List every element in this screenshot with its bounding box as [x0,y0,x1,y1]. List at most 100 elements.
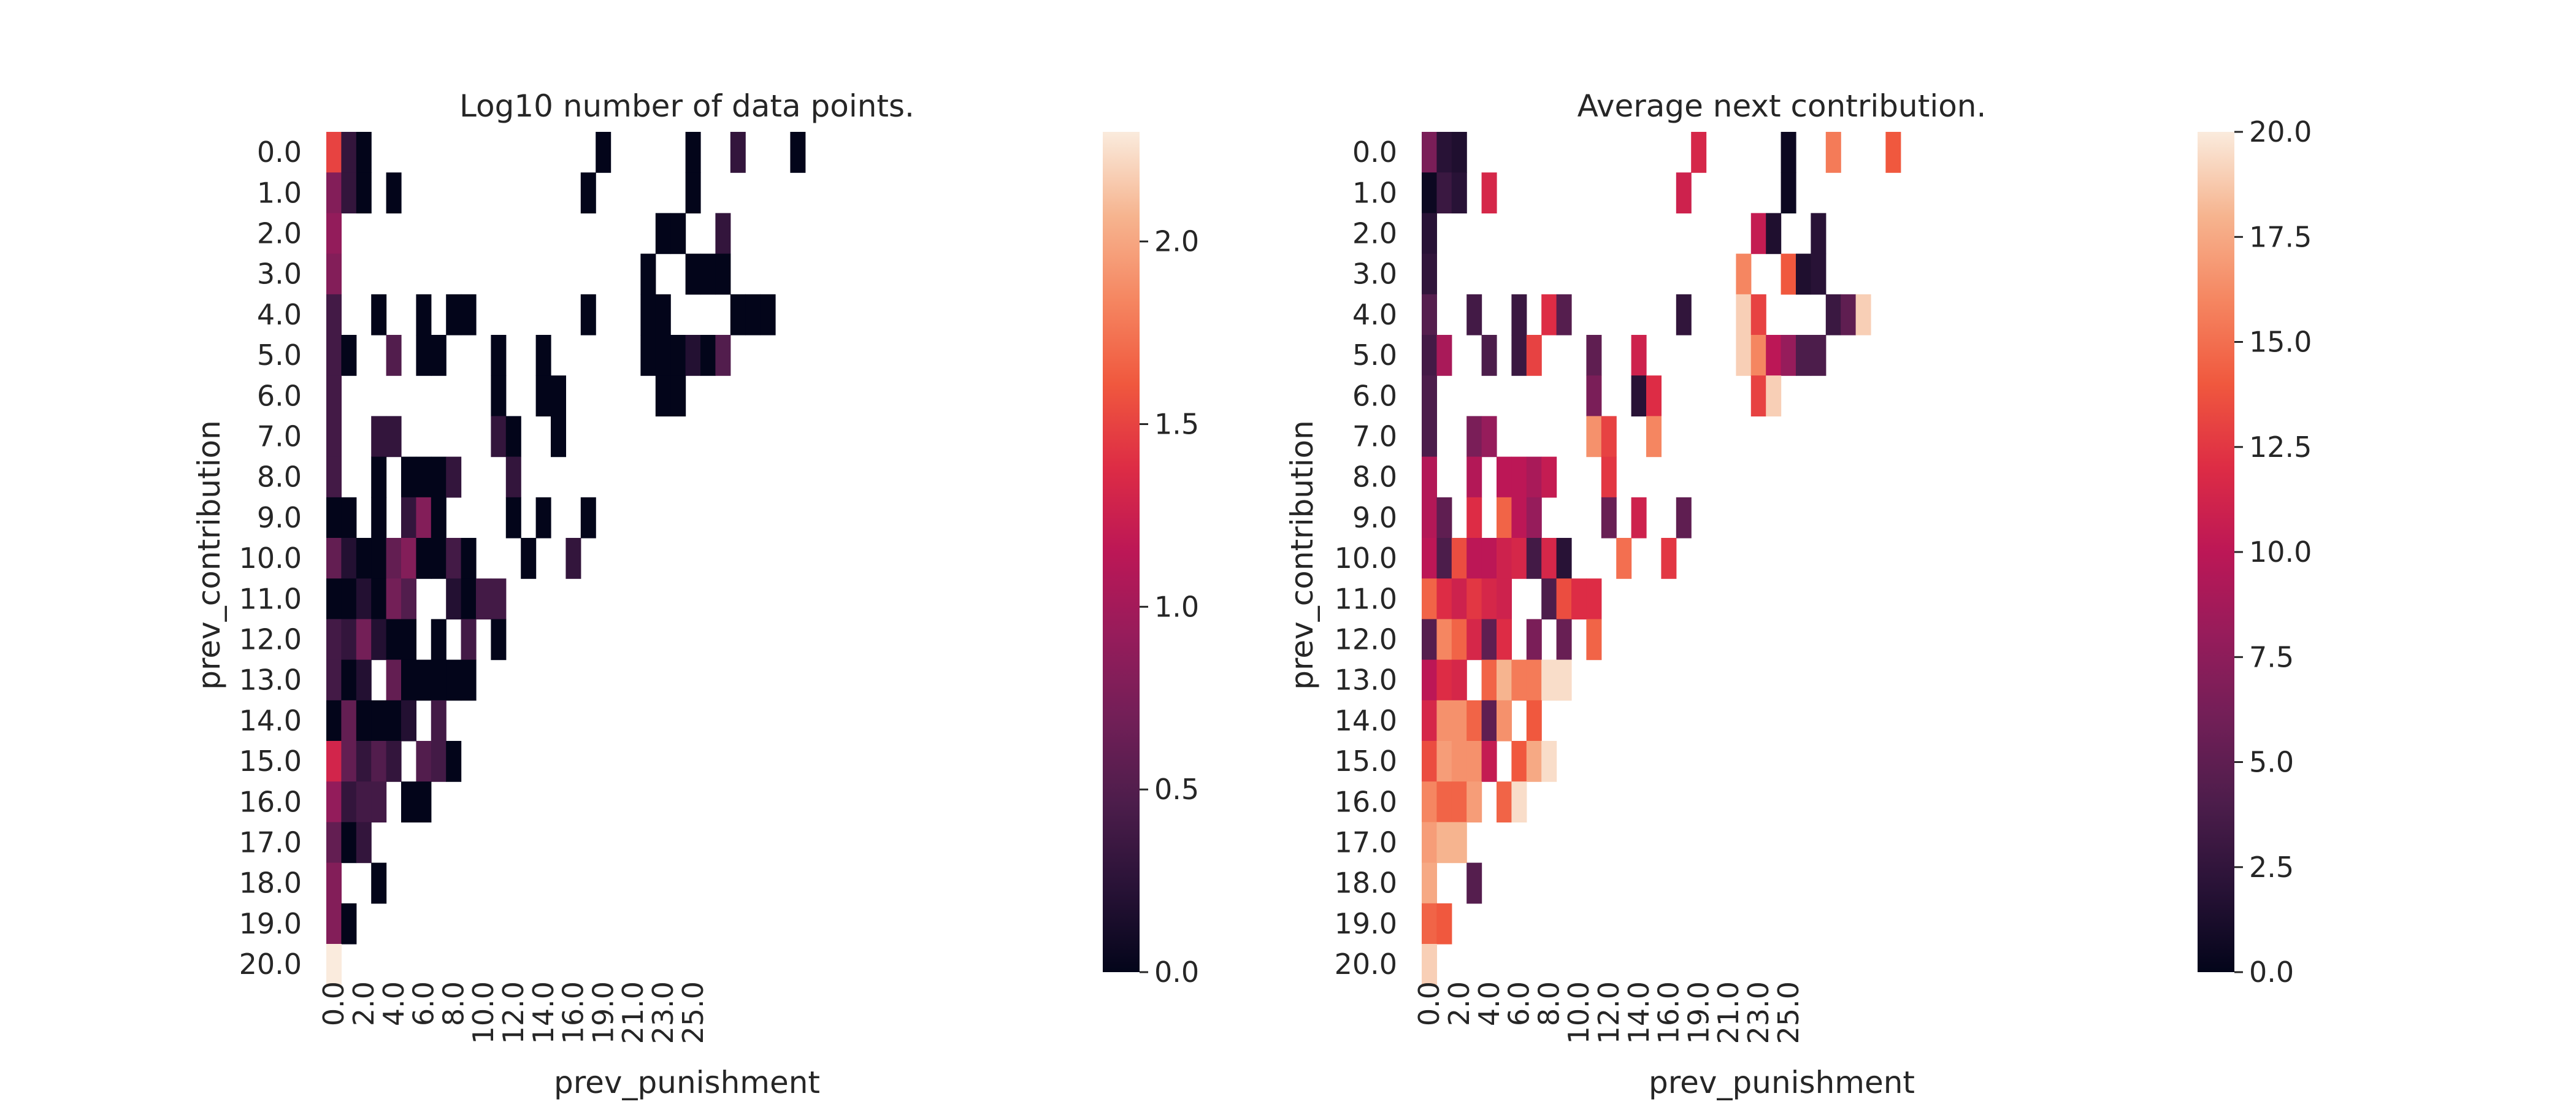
heatmap-cell [491,375,507,416]
heatmap-cell [386,700,402,742]
heatmap-cell [446,741,462,782]
heatmap-cell [565,538,581,579]
heatmap-cell [521,538,537,579]
heatmap-cell [580,172,596,213]
x-tick-label: 8.0 [437,981,470,1026]
heatmap-cell [416,497,432,539]
x-tick-label: 25.0 [1772,981,1805,1044]
heatmap-cell [1541,294,1557,335]
heatmap-cell [1481,619,1497,661]
x-tick-labels: 0.02.04.06.08.010.012.014.016.019.021.02… [317,981,710,1044]
heatmap-cell [1601,456,1617,498]
y-tick-label: 17.0 [239,826,302,859]
heatmap-cell [1541,659,1557,701]
heatmap-cell [1466,294,1482,335]
heatmap-cell [580,497,596,539]
y-axis-label: prev_contribution [1284,420,1320,690]
heatmap-cell [685,253,701,295]
heatmap-cell [1422,497,1437,539]
heatmap-cell [461,619,477,661]
heatmap-cell [1781,172,1796,213]
colorbar-gradient [2198,132,2234,972]
heatmap-cell [640,335,656,376]
x-tick-label: 0.0 [317,981,350,1026]
heatmap-cell [1451,741,1467,782]
heatmap-cell [715,213,731,255]
heatmap-cell [1811,335,1827,376]
y-tick-label: 6.0 [257,379,302,412]
heatmap-cell [1422,781,1437,822]
heatmap-cell [416,294,432,335]
colorbar-tick-label: 0.0 [2249,956,2294,989]
heatmap-cell [356,822,372,864]
heatmap-cell [1481,335,1497,376]
heatmap-cell [326,781,342,822]
heatmap-cell [326,862,342,904]
heatmap-cell [341,578,357,619]
heatmap-cell [1451,172,1467,213]
x-tick-label: 23.0 [646,981,680,1044]
heatmap-cell [1466,700,1482,742]
heatmap-cell [386,578,402,619]
x-tick-label: 16.0 [557,981,590,1044]
heatmap-cell [655,294,671,335]
heatmap-cell [1451,659,1467,701]
y-tick-label: 1.0 [257,176,302,209]
y-tick-label: 4.0 [1352,298,1397,331]
heatmap-cell [1422,132,1437,173]
heatmap-cell [1556,538,1572,579]
heatmap-cell [1436,619,1452,661]
heatmap-cell [491,578,507,619]
heatmap-cell [401,538,416,579]
y-tick-label: 10.0 [239,542,302,575]
heatmap-cell [326,213,342,255]
heatmap-cell [1646,375,1662,416]
heatmap-cell [401,578,416,619]
heatmap-cell [341,903,357,945]
heatmap-cell [401,659,416,701]
heatmap-cell [1497,619,1512,661]
heatmap-cell [1436,538,1452,579]
y-tick-label: 10.0 [1335,542,1397,575]
heatmap-cell [1422,375,1437,416]
heatmap-cell [1436,132,1452,173]
heatmap-cell [371,741,387,782]
heatmap-cell [1511,497,1527,539]
heatmap-cell [1497,538,1512,579]
heatmap-cell [461,538,477,579]
heatmap-cell [1661,538,1677,579]
y-tick-label: 14.0 [239,704,302,737]
colorbar-tick-label: 1.5 [1154,408,1199,441]
colorbar: 0.0 0.5 1.0 1.5 2.0 [1103,132,1199,989]
heatmap-cell [1451,132,1467,173]
heatmap-cell [401,700,416,742]
heatmap-cell [1466,862,1482,904]
heatmap-cell [1451,822,1467,864]
heatmap-cell [1586,335,1602,376]
heatmap-cell [431,619,447,661]
heatmap-cell [1750,294,1766,335]
x-tick-label: 14.0 [527,981,560,1044]
heatmap-cell [535,375,551,416]
heatmap-cell [1422,700,1437,742]
heatmap-cell [371,619,387,661]
heatmap-cells [326,132,806,985]
heatmap-right: Average next contribution. 0.02.04.06.08… [1284,88,2312,1100]
heatmap-cell [1436,741,1452,782]
heatmap-cell [446,578,462,619]
heatmap-cell [1781,335,1796,376]
heatmap-cell [1586,416,1602,458]
heatmap-cell [431,538,447,579]
heatmap-cell [1422,456,1437,498]
heatmap-cell [1511,781,1527,822]
heatmap-cell [326,456,342,498]
x-axis-label: prev_punishment [554,1065,820,1100]
heatmap-cell [461,659,477,701]
y-tick-label: 20.0 [1335,948,1397,981]
heatmap-cell [431,741,447,782]
y-tick-label: 15.0 [1335,745,1397,778]
heatmap-cell [1451,619,1467,661]
heatmap-cell [1511,456,1527,498]
heatmap-cell [326,497,342,539]
heatmap-cell [341,659,357,701]
